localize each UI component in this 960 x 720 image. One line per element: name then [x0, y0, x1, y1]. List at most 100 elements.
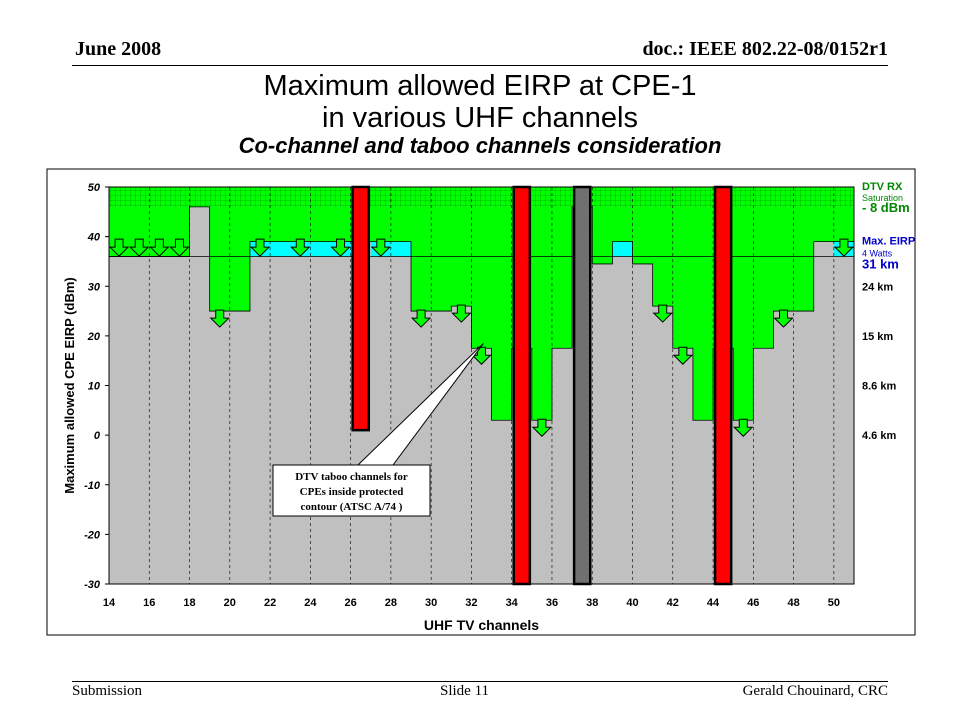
reference-label: - 8 dBm [862, 200, 910, 215]
reference-label: 8.6 km [862, 381, 896, 393]
down-arrow-icon [249, 238, 271, 257]
channel-bar-48 [793, 206, 815, 312]
channel-bar-25 [330, 206, 351, 242]
down-arrow-icon [169, 238, 190, 257]
x-tick-label: 44 [707, 597, 720, 609]
y-tick-label: 10 [88, 381, 101, 393]
y-axis-label: Maximum allowed CPE EIRP (dBm) [62, 277, 77, 493]
down-arrow-icon [773, 309, 794, 328]
channel-bar-32 [471, 206, 492, 349]
x-tick-label: 14 [103, 597, 116, 609]
x-tick-label: 32 [465, 597, 477, 609]
x-tick-label: 46 [747, 597, 759, 609]
eirp-step-outline [109, 206, 854, 421]
footer-slide-number: Slide 11 [440, 683, 490, 699]
down-arrow-icon [410, 309, 432, 328]
x-tick-label: 20 [224, 597, 236, 609]
channel-bar-36 [551, 206, 573, 349]
plot-border [108, 186, 855, 585]
channel-bar-42 [672, 206, 694, 349]
annotation-text: CPEs inside protected [300, 486, 404, 498]
y-tick-label: 30 [88, 281, 101, 293]
footer-divider [72, 681, 888, 682]
x-tick-label: 42 [667, 597, 679, 609]
down-arrow-icon [833, 238, 855, 257]
annotation-box [272, 464, 431, 517]
channel-bar-19 [209, 206, 231, 312]
channel-bar-14 [109, 206, 130, 257]
channel-bar-45 [733, 206, 754, 421]
channel-bar-30 [431, 206, 452, 312]
channel-bar-27 [370, 206, 392, 242]
x-tick-label: 48 [787, 597, 799, 609]
y-tick-label: 40 [87, 232, 101, 244]
reference-label: 15 km [862, 331, 893, 343]
channel-bar-46 [753, 206, 774, 349]
x-tick-label: 40 [626, 597, 638, 609]
down-arrow-icon [149, 238, 170, 257]
reference-label: 24 km [862, 281, 893, 293]
footer-author: Gerald Chouinard, CRC [742, 683, 888, 699]
channel-bar-16 [149, 206, 170, 257]
channel-bar-21 [249, 206, 271, 242]
down-arrow-icon [330, 238, 351, 257]
channel-bar-33 [491, 206, 513, 421]
channel-bar-24 [310, 206, 331, 242]
down-arrow-icon [733, 418, 754, 437]
y-tick-label: 20 [87, 331, 101, 343]
footer-submission: Submission [72, 683, 143, 699]
gray-channel-bar-37 [572, 185, 592, 586]
channel-bar-17 [169, 206, 190, 257]
channel-bar-40 [632, 206, 653, 264]
y-tick-label: -30 [84, 579, 101, 591]
red-channel-bar-26 [351, 185, 371, 432]
channel-bar-22 [270, 206, 291, 242]
slide-title-line1: Maximum allowed EIRP at CPE-1 [263, 70, 697, 102]
x-tick-label: 18 [183, 597, 195, 609]
channel-bar-23 [290, 206, 311, 242]
down-arrow-icon [108, 238, 130, 257]
annotation-text: contour (ATSC A/74 ) [301, 501, 403, 513]
channel-bar-43 [692, 206, 714, 421]
down-arrow-icon [672, 346, 694, 365]
y-tick-label: -20 [84, 529, 101, 541]
down-arrow-icon [471, 346, 492, 365]
x-tick-label: 36 [546, 597, 558, 609]
channel-bar-39 [612, 206, 633, 242]
reference-label: DTV RX [862, 181, 903, 193]
x-tick-label: 16 [143, 597, 155, 609]
channel-bar-38 [592, 206, 613, 264]
slide-subtitle: Co-channel and taboo channels considerat… [238, 133, 722, 158]
channel-bar-50 [833, 206, 855, 242]
channel-bar-28 [390, 206, 412, 242]
reference-label: 4.6 km [862, 430, 896, 442]
channel-bar-35 [531, 206, 553, 421]
x-tick-label: 50 [828, 597, 840, 609]
x-tick-label: 26 [344, 597, 356, 609]
reference-label: Max. EIRP [862, 235, 915, 247]
header-doc-id: doc.: IEEE 802.22-08/0152r1 [642, 38, 888, 60]
y-tick-label: 0 [94, 430, 101, 442]
x-tick-label: 24 [304, 597, 317, 609]
channel-bar-29 [411, 206, 432, 312]
y-tick-label: -10 [84, 480, 101, 492]
x-tick-label: 22 [264, 597, 276, 609]
slide-title-line2: in various UHF channels [322, 102, 638, 134]
down-arrow-icon [531, 418, 553, 437]
header-date: June 2008 [75, 38, 162, 60]
saturation-band [109, 187, 854, 207]
reference-label: 4 Watts [862, 248, 893, 258]
y-tick-label: 50 [88, 182, 101, 194]
reference-label: 31 km [862, 256, 899, 271]
channel-bar-47 [773, 206, 794, 312]
x-tick-label: 38 [586, 597, 598, 609]
red-channel-bar-44 [713, 185, 733, 586]
x-tick-label: 34 [506, 597, 519, 609]
channel-bar-15 [129, 206, 150, 257]
channel-bar-49 [813, 206, 835, 242]
annotation-text: DTV taboo channels for [295, 471, 408, 483]
down-arrow-icon [290, 238, 311, 257]
header-divider [72, 65, 888, 66]
down-arrow-icon [128, 238, 150, 257]
